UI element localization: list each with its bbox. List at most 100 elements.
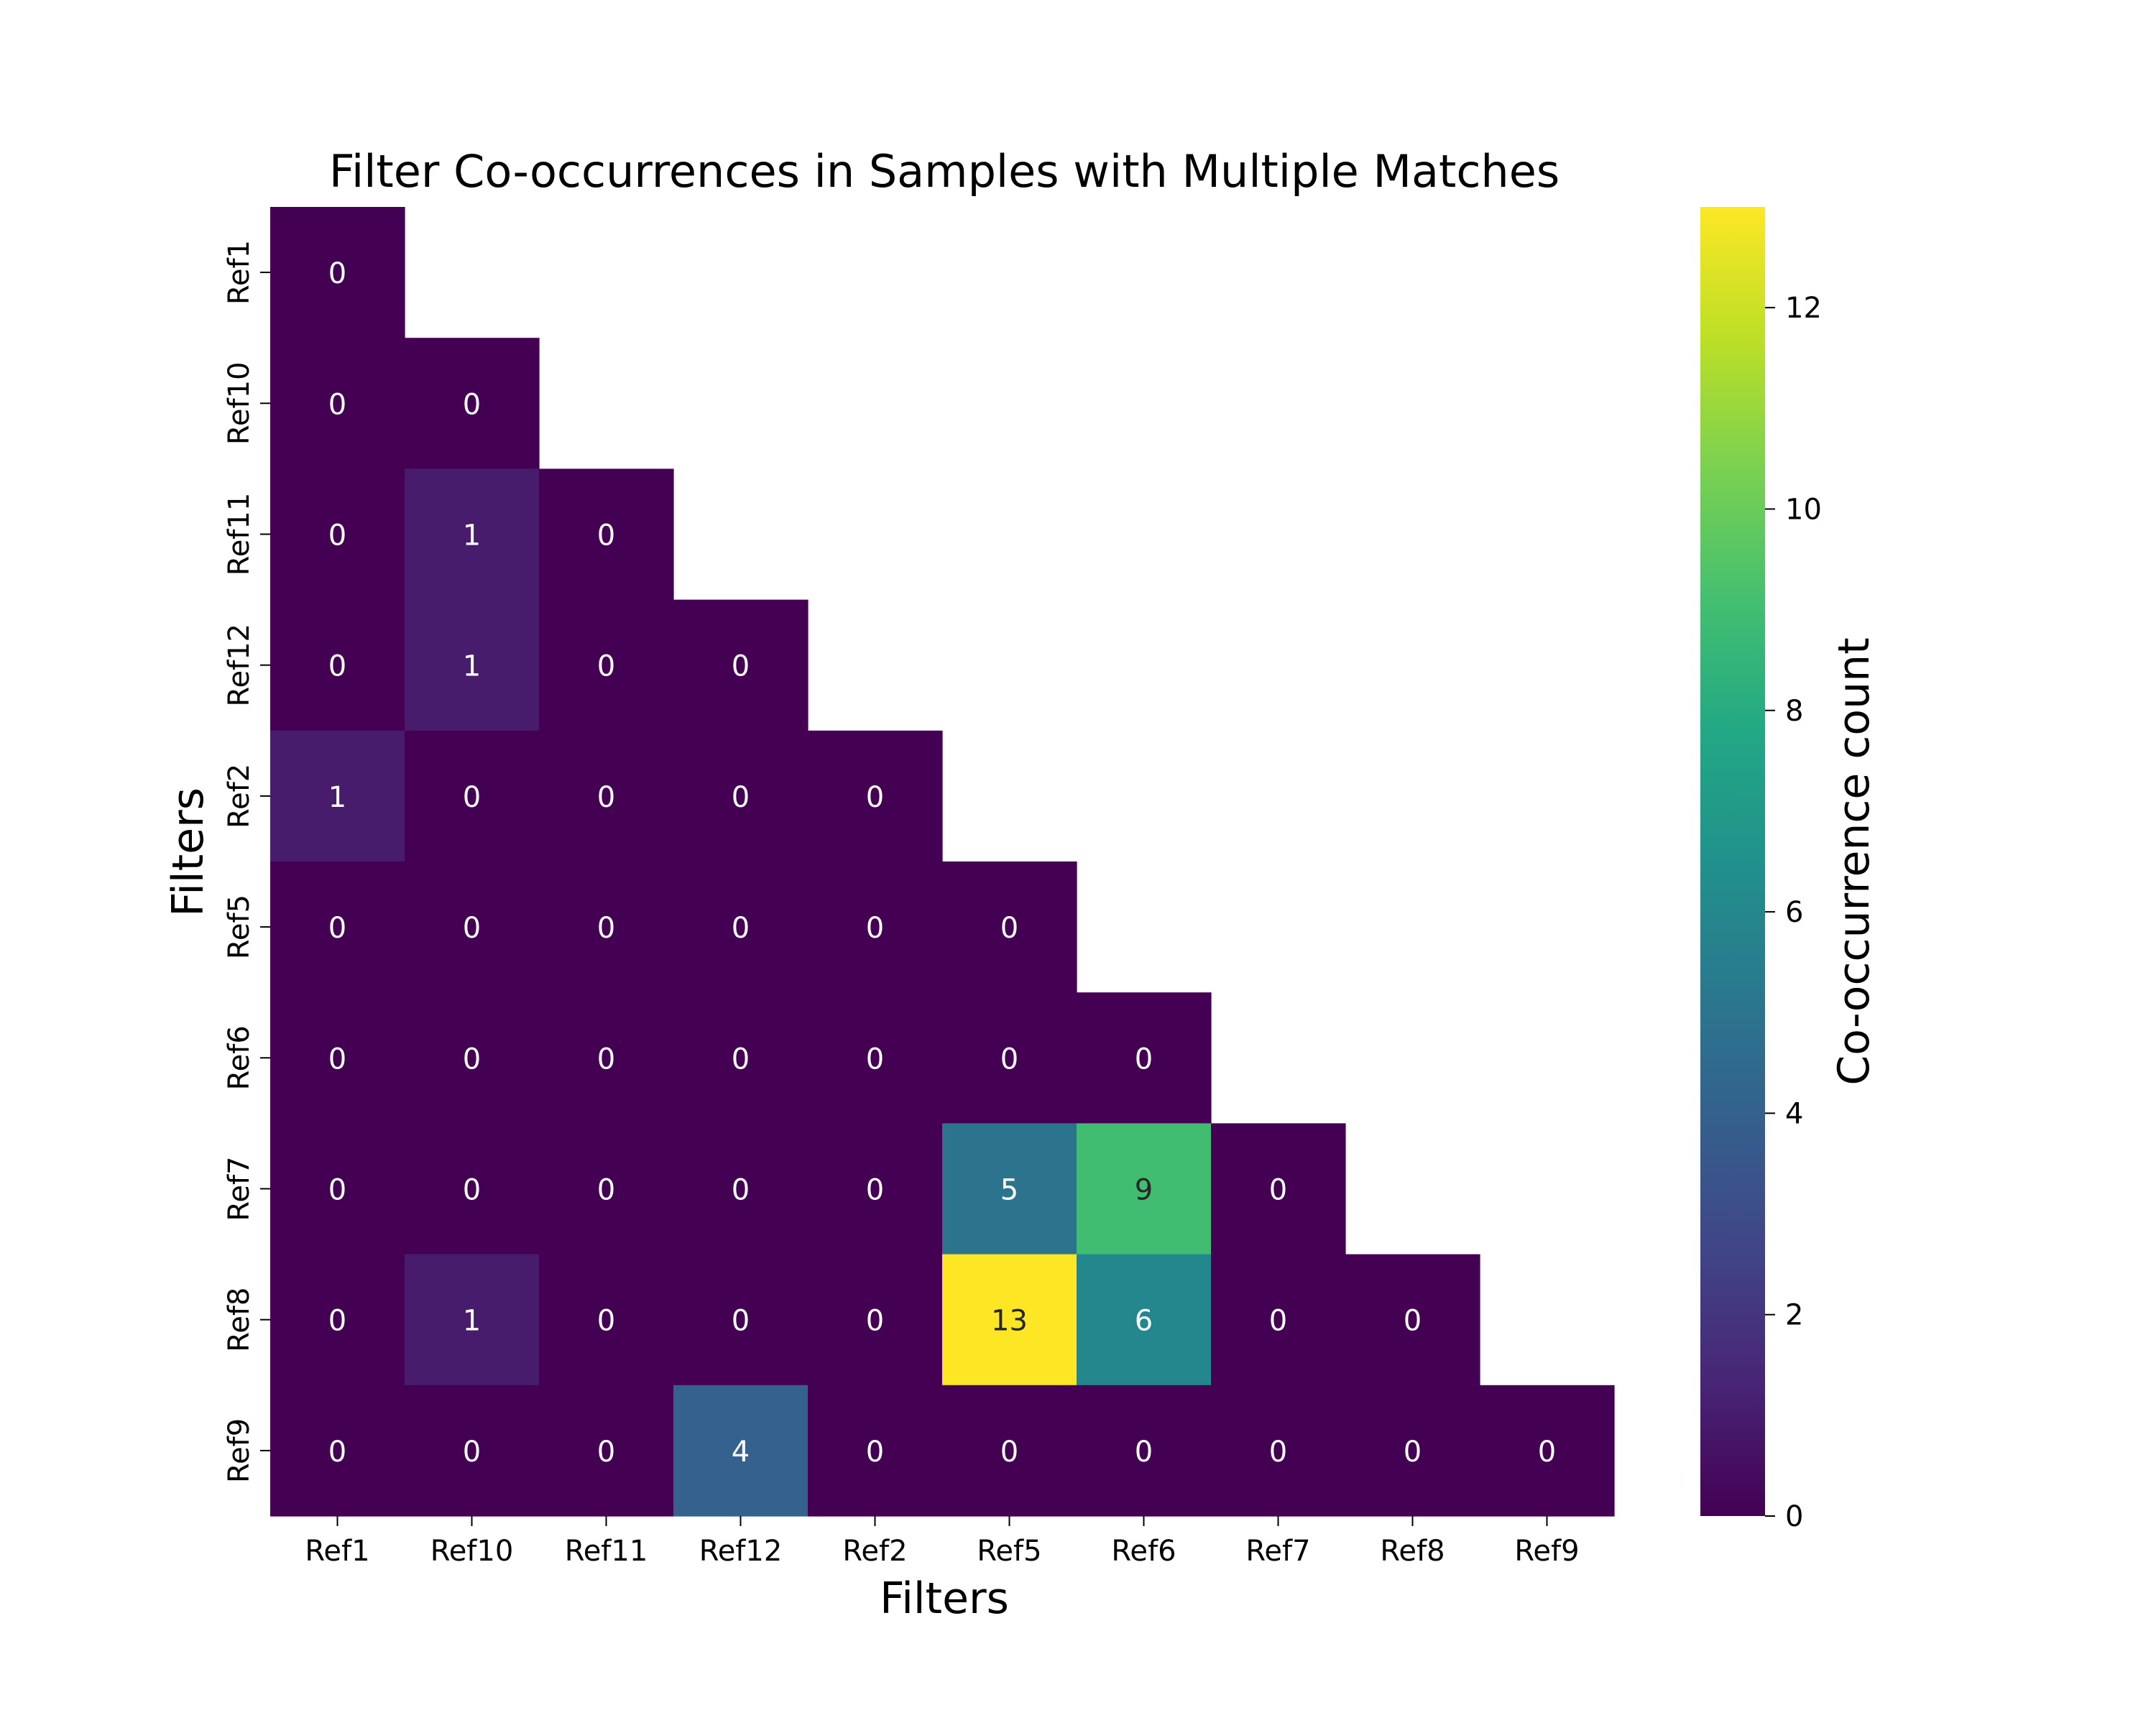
heatmap-cell <box>1211 1385 1346 1517</box>
y-tick-label: Ref7 <box>223 1156 256 1221</box>
cell-value-label: 0 <box>1269 1305 1287 1338</box>
cell-value-label: 0 <box>1000 1043 1018 1076</box>
cell-value-label: 0 <box>328 912 346 945</box>
heatmap-cell <box>270 468 405 601</box>
heatmap-cell <box>1077 1385 1212 1517</box>
heatmap-cell <box>808 1254 943 1386</box>
cell-value-label: 0 <box>732 781 750 814</box>
y-tick-label: Ref9 <box>223 1418 256 1483</box>
y-tick-label: Ref12 <box>223 624 256 707</box>
chart-title: Filter Co-occurrences in Samples with Mu… <box>329 145 1560 198</box>
colorbar: 0 2 4 6 8 10 12 Co-occurrence count <box>1700 207 1879 1533</box>
heatmap-cell <box>1077 1254 1212 1386</box>
heatmap-cell <box>673 992 808 1124</box>
heatmap-cell <box>405 599 540 731</box>
cell-value-label: 0 <box>597 781 615 814</box>
heatmap-cell <box>539 730 674 862</box>
cell-value-label: 6 <box>1135 1305 1153 1338</box>
heatmap-cells <box>270 207 1615 1517</box>
heatmap-cell <box>673 1123 808 1255</box>
heatmap-cell <box>405 1254 540 1386</box>
cell-value-label: 0 <box>463 1436 481 1469</box>
heatmap-cell <box>270 599 405 731</box>
heatmap-cell <box>942 861 1077 993</box>
cell-value-label: 1 <box>328 781 346 814</box>
cell-value-label: 0 <box>597 519 615 553</box>
cell-value-label: 0 <box>597 1305 615 1338</box>
cell-value-label: 1 <box>463 519 481 553</box>
cell-value-label: 0 <box>463 781 481 814</box>
x-tick-label: Ref2 <box>842 1535 907 1568</box>
heatmap-cell <box>270 730 405 862</box>
cell-value-label: 0 <box>463 1174 481 1207</box>
cell-value-label: 0 <box>597 1043 615 1076</box>
heatmap-cell <box>405 468 540 601</box>
heatmap-cell <box>539 599 674 731</box>
cell-value-label: 0 <box>1000 912 1018 945</box>
cell-value-label: 5 <box>1000 1174 1018 1207</box>
cell-value-label: 0 <box>328 650 346 683</box>
cell-value-label: 0 <box>866 1436 884 1469</box>
heatmap-cell <box>1077 992 1212 1124</box>
cell-value-label: 0 <box>328 519 346 553</box>
x-tick-label: Ref5 <box>977 1535 1041 1568</box>
x-tick-label: Ref9 <box>1514 1535 1579 1568</box>
heatmap-cell <box>673 730 808 862</box>
colorbar-gradient <box>1700 207 1765 1516</box>
heatmap-cell <box>1211 1123 1346 1255</box>
cell-value-label: 0 <box>1000 1436 1018 1469</box>
colorbar-tick-label: 0 <box>1785 1500 1803 1533</box>
heatmap-cell <box>405 1123 540 1255</box>
cell-value-label: 0 <box>732 912 750 945</box>
heatmap-cell <box>1480 1385 1615 1517</box>
x-tick-label: Ref6 <box>1111 1535 1176 1568</box>
cell-value-label: 0 <box>866 1305 884 1338</box>
heatmap-cell <box>808 730 943 862</box>
cell-value-label: 0 <box>463 912 481 945</box>
cell-value-label: 1 <box>463 1305 481 1338</box>
y-tick-label: Ref10 <box>223 362 256 445</box>
cell-value-label: 0 <box>732 650 750 683</box>
x-tick-label: Ref11 <box>565 1535 648 1568</box>
cell-value-label: 0 <box>597 650 615 683</box>
heatmap-cell <box>1077 1123 1212 1255</box>
y-axis-label: Filters <box>163 787 213 917</box>
cell-value-label: 9 <box>1135 1174 1153 1207</box>
heatmap-cell <box>405 861 540 993</box>
cell-value-label: 0 <box>1269 1436 1287 1469</box>
heatmap-cell <box>539 992 674 1124</box>
colorbar-tick-label: 12 <box>1785 292 1822 325</box>
heatmap-cell <box>942 1123 1077 1255</box>
heatmap-cell <box>405 730 540 862</box>
cell-value-label: 0 <box>866 1043 884 1076</box>
cell-value-label: 0 <box>328 1043 346 1076</box>
x-tick-label: Ref1 <box>305 1535 369 1568</box>
y-tick-label: Ref2 <box>223 764 256 828</box>
heatmap-cell <box>673 1254 808 1386</box>
x-tick-label: Ref10 <box>430 1535 514 1568</box>
colorbar-tick-label: 2 <box>1785 1299 1803 1332</box>
cell-value-label: 0 <box>866 781 884 814</box>
cell-value-label: 0 <box>463 388 481 421</box>
y-axis: Ref1 Ref10 Ref11 Ref12 Ref2 Ref5 Ref6 Ref7 Ref8 R… <box>223 240 270 1483</box>
cell-value-label: 0 <box>1404 1305 1422 1338</box>
x-tick-label: Ref8 <box>1380 1535 1445 1568</box>
cell-value-label: 0 <box>328 257 346 290</box>
heatmap-cell <box>1345 1254 1480 1386</box>
heatmap-cell <box>270 1123 405 1255</box>
heatmap-cell <box>405 992 540 1124</box>
y-tick-label: Ref1 <box>223 240 256 305</box>
cell-value-label: 0 <box>1269 1174 1287 1207</box>
cell-value-label: 0 <box>328 1436 346 1469</box>
cell-value-label: 0 <box>1404 1436 1422 1469</box>
x-tick-label: Ref12 <box>699 1535 783 1568</box>
cell-value-label: 0 <box>1135 1043 1153 1076</box>
cell-value-label: 0 <box>597 1174 615 1207</box>
cell-value-label: 0 <box>1538 1436 1556 1469</box>
cell-value-label: 0 <box>732 1043 750 1076</box>
heatmap-cell <box>808 861 943 993</box>
heatmap-cell <box>270 338 405 469</box>
heatmap-cell <box>808 1385 943 1517</box>
